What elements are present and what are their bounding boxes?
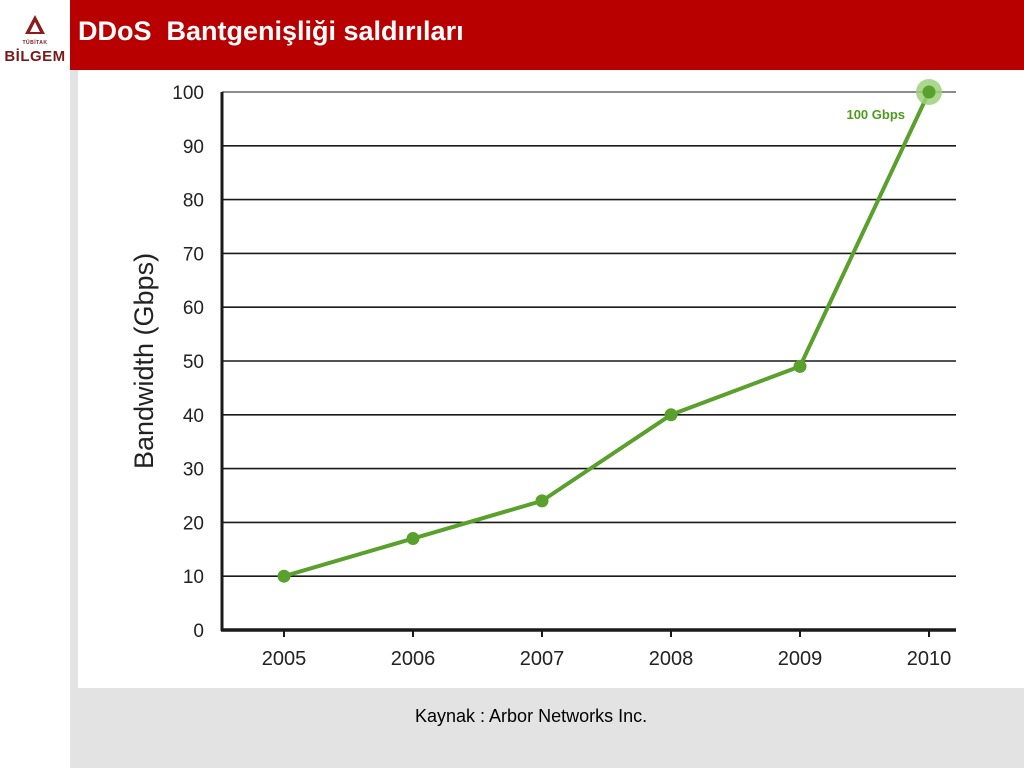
x-tick-label: 2008 bbox=[649, 648, 694, 670]
slide-title: DDoS Bantgenişliği saldırıları bbox=[78, 16, 464, 46]
tubitak-emblem-icon bbox=[25, 15, 45, 34]
data-point bbox=[922, 85, 936, 99]
y-tick-label: 80 bbox=[183, 191, 204, 212]
logo-text: BİLGEM bbox=[4, 48, 66, 65]
y-tick-label: 30 bbox=[183, 460, 204, 481]
x-tick-label: 2009 bbox=[778, 648, 823, 670]
y-axis-label: Bandwidth (Gbps) bbox=[129, 253, 159, 469]
slide-header: TÜBİTAK BİLGEM DDoS Bantgenişliği saldır… bbox=[0, 0, 1024, 70]
data-point bbox=[277, 569, 291, 583]
source-caption: Kaynak : Arbor Networks Inc. bbox=[415, 706, 648, 726]
left-margin bbox=[0, 70, 70, 768]
y-tick-label: 40 bbox=[183, 406, 204, 427]
data-point bbox=[793, 359, 807, 373]
y-tick-label: 100 bbox=[172, 83, 204, 104]
x-tick-label: 2005 bbox=[262, 648, 307, 670]
data-point bbox=[664, 408, 678, 422]
data-point bbox=[535, 494, 549, 508]
x-tick-label: 2007 bbox=[520, 648, 565, 670]
logo: TÜBİTAK BİLGEM bbox=[0, 0, 70, 70]
logo-small-text: TÜBİTAK bbox=[22, 40, 48, 46]
series-line bbox=[283, 91, 931, 579]
chart-panel: 0 10 20 30 40 50 60 70 80 90 100 2005 2006 2007 2008 2… bbox=[78, 70, 1024, 688]
grid bbox=[222, 91, 956, 578]
y-tick-label: 20 bbox=[183, 513, 204, 534]
y-tick-label: 10 bbox=[183, 567, 204, 588]
annotations: 100 Gbps bbox=[846, 107, 905, 122]
axes bbox=[220, 92, 956, 637]
y-tick-label: 70 bbox=[183, 244, 204, 265]
title-bar: DDoS Bantgenişliği saldırıları bbox=[70, 0, 1024, 70]
x-tick-label: 2010 bbox=[907, 648, 952, 670]
series bbox=[277, 79, 942, 583]
y-tick-label: 90 bbox=[183, 137, 204, 158]
y-tick-label: 50 bbox=[183, 352, 204, 373]
data-point bbox=[406, 532, 420, 546]
y-tick-label: 60 bbox=[183, 298, 204, 319]
x-tick-labels: 2005 2006 2007 2008 2009 2010 bbox=[262, 648, 952, 670]
y-tick-labels: 0 10 20 30 40 50 60 70 80 90 100 bbox=[172, 83, 204, 642]
x-tick-label: 2006 bbox=[391, 648, 436, 670]
annotation-label: 100 Gbps bbox=[846, 107, 905, 122]
y-tick-label: 0 bbox=[193, 621, 204, 642]
